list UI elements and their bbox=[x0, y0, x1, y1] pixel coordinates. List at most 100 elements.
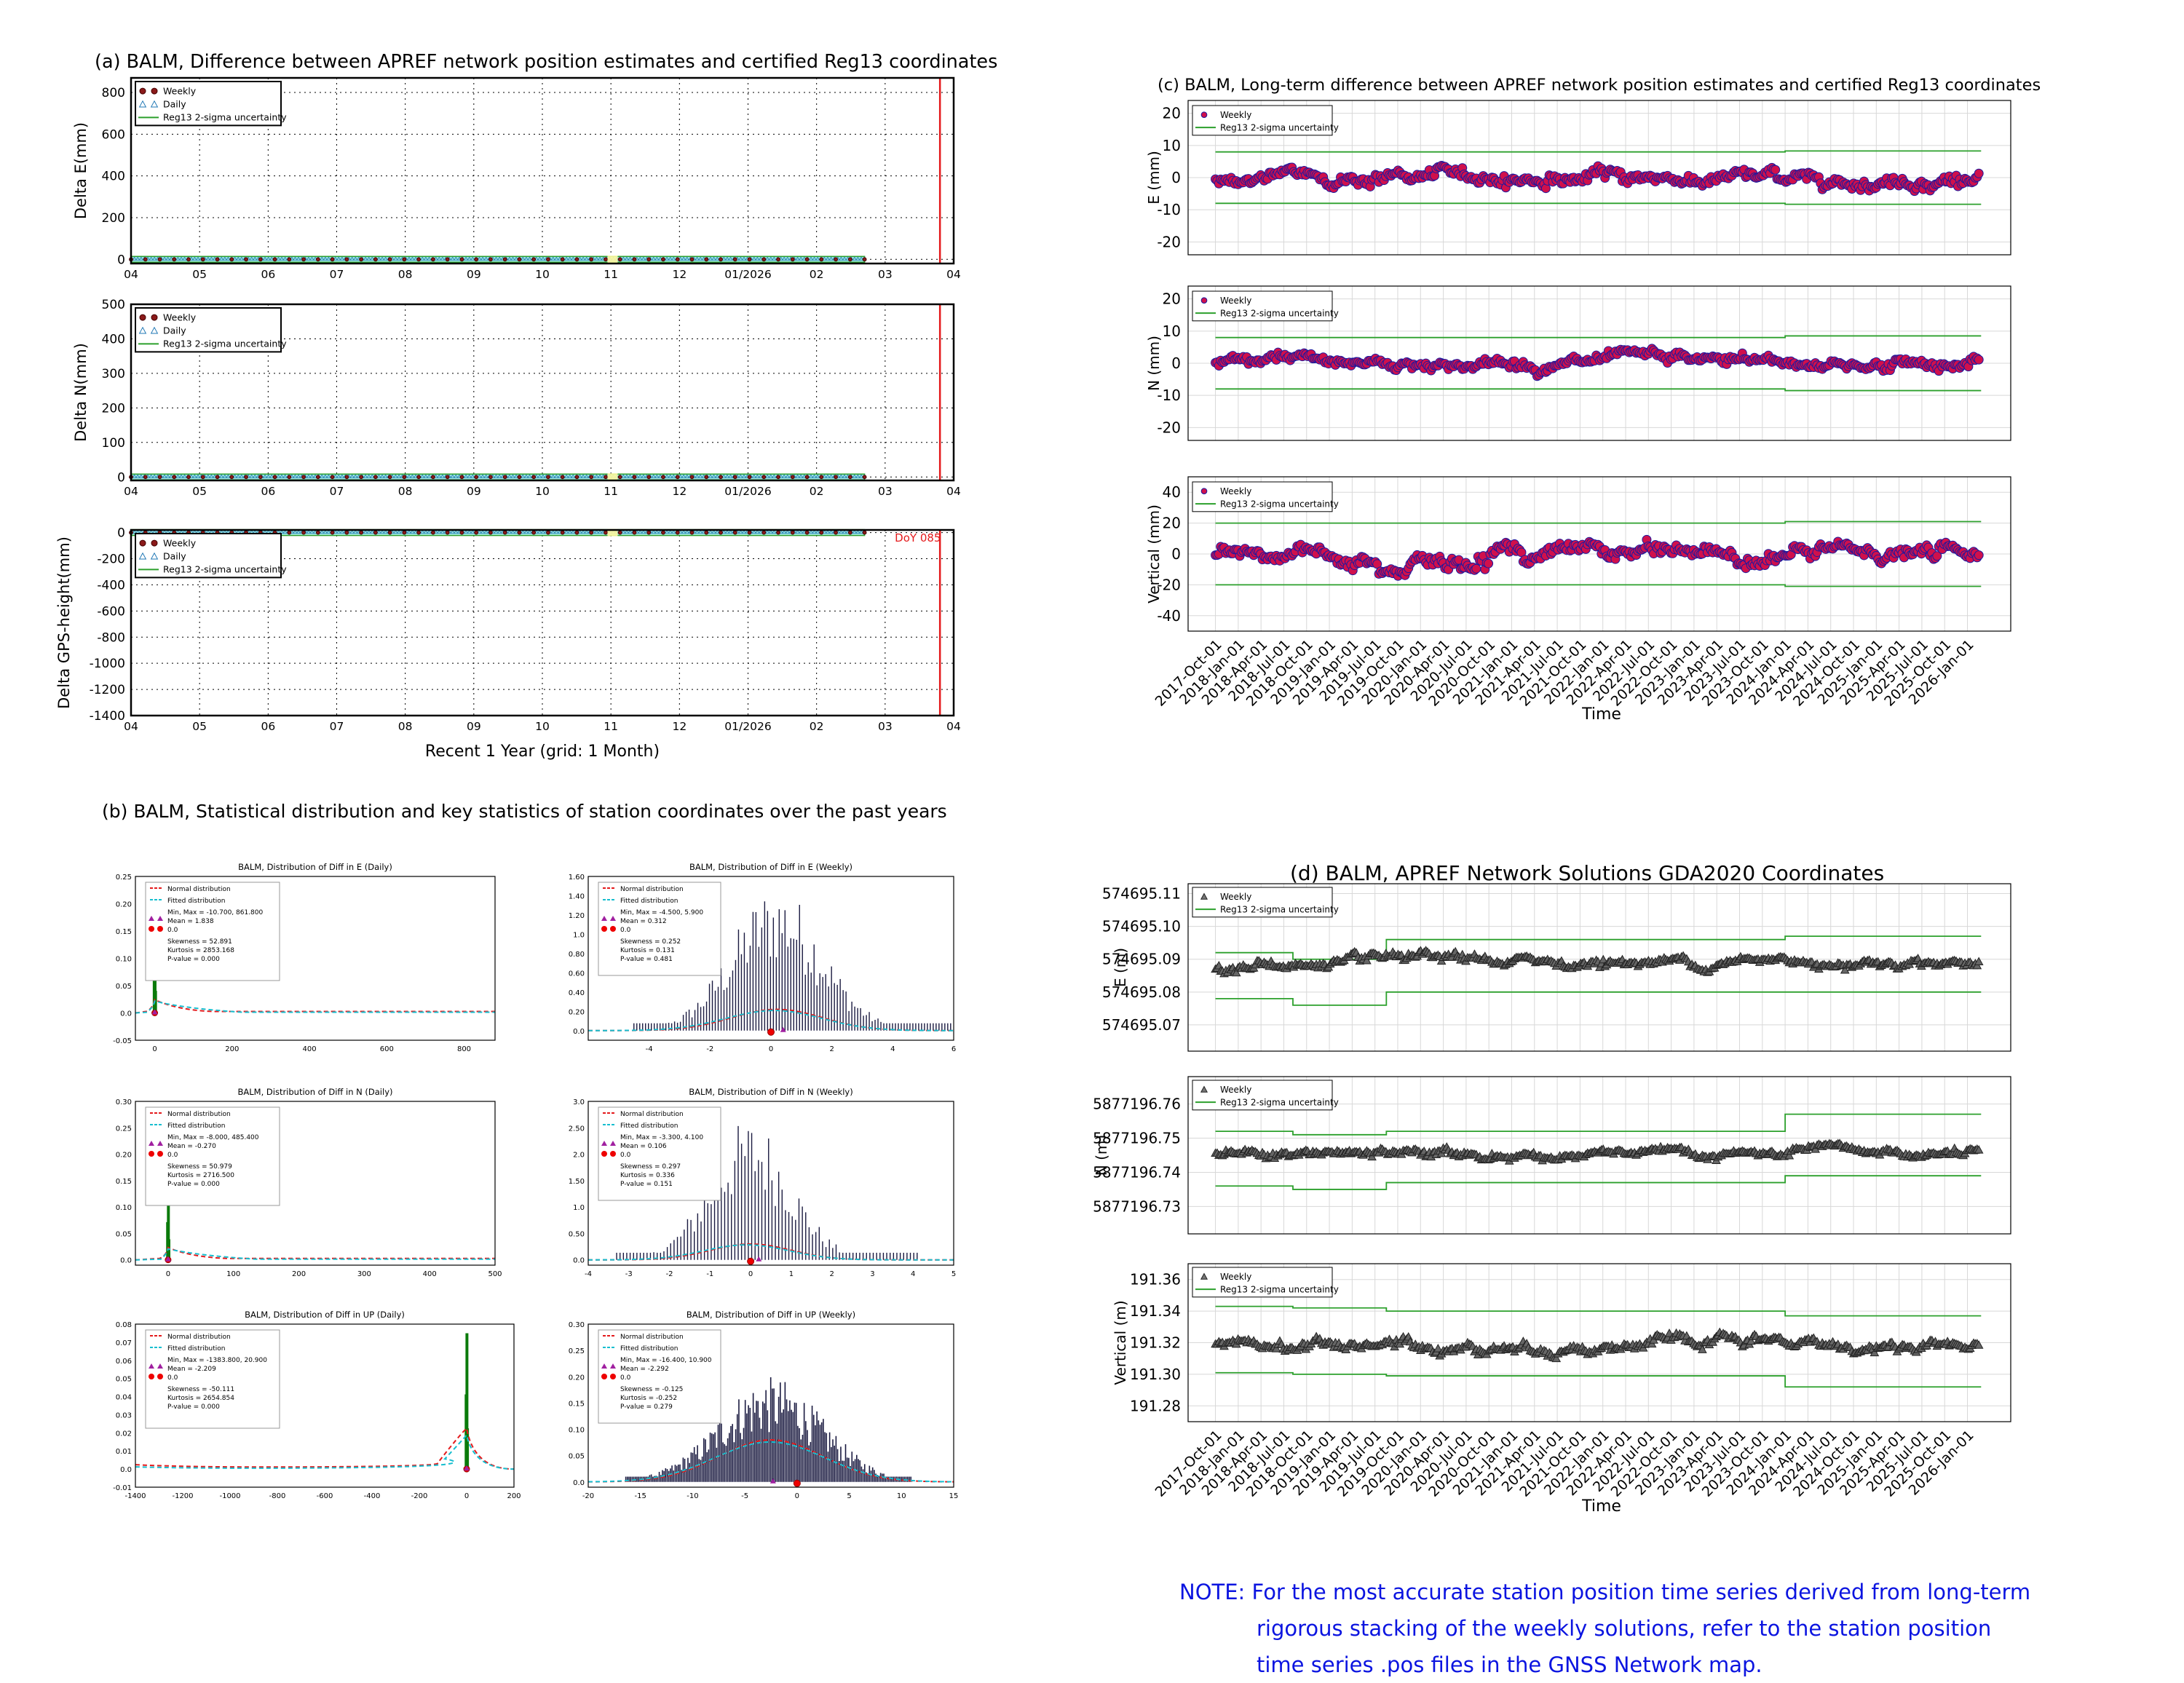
b-stat-line: Skewness = 0.252 bbox=[620, 938, 681, 946]
a-daily-point bbox=[165, 474, 170, 478]
a-daily-point bbox=[467, 474, 472, 478]
a-daily-point bbox=[138, 474, 143, 478]
c-reg13-lower bbox=[1215, 388, 1982, 392]
a-daily-point bbox=[657, 256, 663, 261]
a-daily-point bbox=[413, 474, 419, 478]
a-daily-point bbox=[138, 256, 143, 261]
d-reg13-upper bbox=[1215, 1113, 1982, 1136]
b-legend-mean-marker bbox=[149, 1141, 163, 1146]
a-weekly-point bbox=[315, 475, 320, 480]
a-ytick-label: 0 bbox=[117, 470, 125, 485]
a-reg13-band bbox=[130, 473, 866, 481]
a-daily-point bbox=[738, 529, 743, 534]
a-daily-point bbox=[296, 474, 301, 478]
a-daily-point bbox=[839, 529, 844, 534]
a-xtick-label: 06 bbox=[261, 485, 275, 498]
a-daily-point bbox=[521, 474, 526, 478]
b-zero-marker bbox=[793, 1479, 801, 1487]
b-xtick-label: 4 bbox=[911, 1270, 915, 1278]
a-daily-point bbox=[815, 474, 820, 478]
a-daily-point bbox=[309, 256, 314, 261]
a-weekly-point bbox=[776, 257, 780, 262]
a-daily-point bbox=[450, 256, 455, 261]
a-daily-point bbox=[376, 256, 381, 261]
b-legend-zero-marker bbox=[149, 1151, 154, 1157]
a-weekly-point bbox=[459, 257, 464, 262]
b-stat-line: Mean = -0.270 bbox=[167, 1143, 216, 1150]
b-xtick-label: 100 bbox=[226, 1270, 240, 1278]
a-weekly-point bbox=[661, 257, 665, 262]
a-daily-point bbox=[594, 474, 599, 478]
a-daily-point bbox=[755, 474, 760, 478]
d-ytick-label: 574695.10 bbox=[1102, 918, 1181, 935]
a-daily-point bbox=[651, 256, 656, 261]
a-weekly-point bbox=[847, 257, 852, 262]
b-stat-line: Kurtosis = 0.131 bbox=[620, 947, 675, 954]
c-weekly-point bbox=[1974, 168, 1984, 178]
a-legend-marker bbox=[139, 314, 146, 321]
b-ytick-label: 0.80 bbox=[569, 951, 585, 959]
a-weekly-point bbox=[560, 475, 565, 480]
b-stat-line: 0.0 bbox=[620, 1374, 631, 1382]
a-daily-point bbox=[665, 256, 670, 261]
d-legend-label-1: Reg13 2-sigma uncertainty bbox=[1220, 1097, 1339, 1107]
a-daily-point bbox=[695, 529, 700, 534]
a-daily-point bbox=[842, 474, 847, 478]
a-daily-point bbox=[684, 474, 689, 478]
a-daily-point bbox=[437, 256, 442, 261]
a-weekly-point bbox=[531, 475, 537, 480]
a-daily-point bbox=[383, 256, 388, 261]
a-xtick-label: 09 bbox=[467, 720, 481, 733]
b-xtick-label: 400 bbox=[302, 1045, 316, 1053]
a-daily-point bbox=[480, 256, 486, 261]
a-daily-point bbox=[721, 529, 727, 534]
b-xtick-label: 500 bbox=[488, 1270, 502, 1278]
b-ytick-label: 1.0 bbox=[573, 1204, 585, 1212]
a-daily-point bbox=[567, 256, 572, 261]
b-legend-mean-marker bbox=[601, 1141, 616, 1146]
a-daily-point bbox=[855, 474, 860, 478]
b-hist-marks bbox=[135, 1333, 515, 1473]
note-line-1: NOTE: For the most accurate station posi… bbox=[1179, 1580, 2031, 1604]
a-weekly-point bbox=[459, 475, 464, 480]
a-daily-point bbox=[483, 256, 488, 261]
a-daily-point bbox=[376, 529, 381, 534]
a-daily-point bbox=[858, 529, 864, 534]
c-ytick-label: 0 bbox=[1171, 169, 1181, 186]
a-weekly-point bbox=[200, 257, 205, 262]
a-weekly-point bbox=[344, 257, 349, 262]
a-weekly-point bbox=[258, 475, 263, 480]
c-ylabel: E (mm) bbox=[1145, 151, 1163, 205]
a-daily-point bbox=[654, 474, 660, 478]
a-daily-point bbox=[550, 529, 555, 534]
a-ylabel: Delta N(mm) bbox=[72, 343, 90, 442]
a-weekly-point bbox=[488, 530, 493, 535]
a-daily-point bbox=[808, 474, 814, 478]
a-daily-point bbox=[496, 256, 502, 261]
a-weekly-point bbox=[661, 475, 665, 480]
b-ytick-label: 3.0 bbox=[573, 1098, 585, 1106]
a-legend-label-0: Weekly bbox=[163, 537, 197, 548]
a-weekly-point bbox=[819, 475, 824, 480]
a-daily-point bbox=[306, 529, 311, 534]
a-daily-point bbox=[454, 529, 459, 534]
a-weekly-point bbox=[675, 475, 680, 480]
b-ytick-label: 0.25 bbox=[569, 1347, 585, 1355]
b-stat-line: Mean = -2.209 bbox=[167, 1366, 216, 1373]
a-weekly-point bbox=[272, 257, 277, 262]
a-daily-point bbox=[724, 474, 730, 478]
a-weekly-point bbox=[604, 475, 608, 480]
a-daily-point bbox=[537, 256, 542, 261]
b-xtick-label: -4 bbox=[646, 1045, 653, 1053]
a-weekly-point bbox=[847, 530, 852, 535]
a-weekly-point bbox=[589, 530, 594, 535]
a-xtick-label: 12 bbox=[672, 485, 687, 498]
a-weekly-point bbox=[186, 257, 191, 262]
a-daily-point bbox=[822, 474, 827, 478]
a-weekly-point bbox=[834, 530, 838, 535]
b-stat-line: Mean = 0.106 bbox=[620, 1143, 667, 1150]
a-daily-point bbox=[681, 529, 687, 534]
a-daily-point bbox=[852, 256, 857, 261]
a-daily-point bbox=[698, 529, 703, 534]
